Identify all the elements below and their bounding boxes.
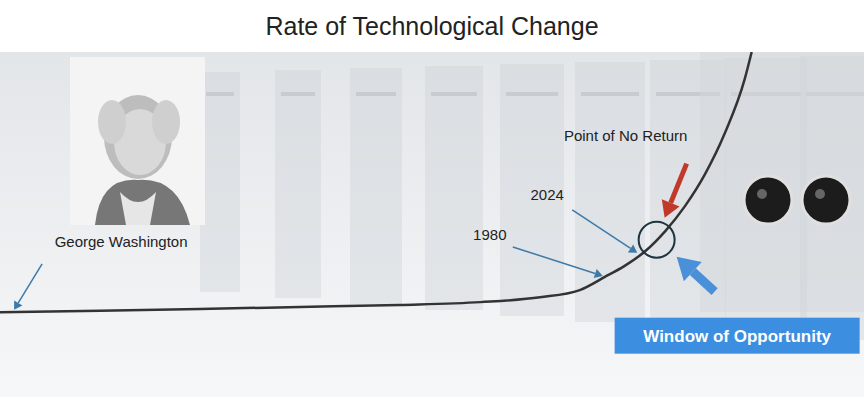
- svg-text:Window of Opportunity: Window of Opportunity: [643, 327, 831, 346]
- svg-text:George Washington: George Washington: [55, 233, 188, 250]
- html-text:Rate of Technological Change: Rate of Technological Change: [265, 11, 599, 40]
- svg-text:1980: 1980: [473, 226, 506, 243]
- svg-text:2024: 2024: [531, 186, 564, 203]
- svg-text:Point of No Return: Point of No Return: [564, 127, 687, 144]
